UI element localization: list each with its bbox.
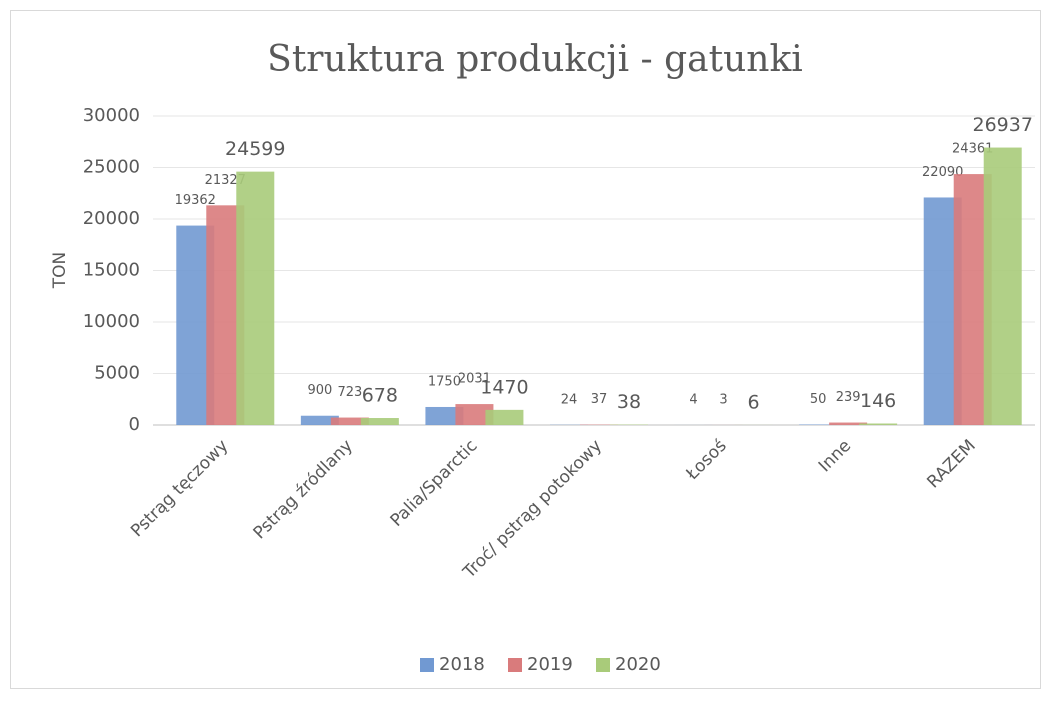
data-label: 3: [719, 392, 727, 407]
data-label: 38: [617, 391, 641, 413]
data-label: 239: [836, 390, 861, 405]
bar: [984, 148, 1022, 425]
legend-label: 2018: [439, 654, 485, 675]
legend-swatch: [596, 658, 610, 672]
data-label: 1470: [480, 376, 528, 398]
data-label: 723: [337, 385, 362, 400]
data-label: 50: [810, 392, 827, 407]
data-label: 4: [689, 392, 697, 407]
bar: [485, 410, 523, 425]
data-label: 37: [591, 392, 608, 407]
data-label: 24: [561, 392, 578, 407]
legend-label: 2019: [527, 654, 573, 675]
data-label: 678: [362, 385, 398, 407]
y-tick-label: 5000: [94, 363, 140, 384]
legend-label: 2020: [615, 654, 661, 675]
data-label: 1750: [428, 374, 461, 389]
data-label: 24599: [225, 138, 285, 160]
legend-swatch: [420, 658, 434, 672]
bar: [236, 172, 274, 425]
y-tick-label: 10000: [83, 311, 140, 332]
y-tick-label: 20000: [83, 208, 140, 229]
data-label: 146: [860, 390, 896, 412]
bar: [859, 423, 897, 425]
data-label: 900: [307, 383, 332, 398]
data-label: 26937: [972, 114, 1032, 136]
bar: [361, 418, 399, 425]
chart-frame: [11, 11, 1041, 689]
chart-title: Struktura produkcji - gatunki: [267, 39, 803, 80]
y-tick-label: 15000: [83, 260, 140, 281]
legend-swatch: [508, 658, 522, 672]
y-tick-label: 30000: [83, 105, 140, 126]
y-tick-label: 25000: [83, 157, 140, 178]
y-tick-label: 0: [129, 414, 140, 435]
y-axis-label: TON: [50, 252, 70, 289]
data-label: 6: [748, 391, 760, 413]
